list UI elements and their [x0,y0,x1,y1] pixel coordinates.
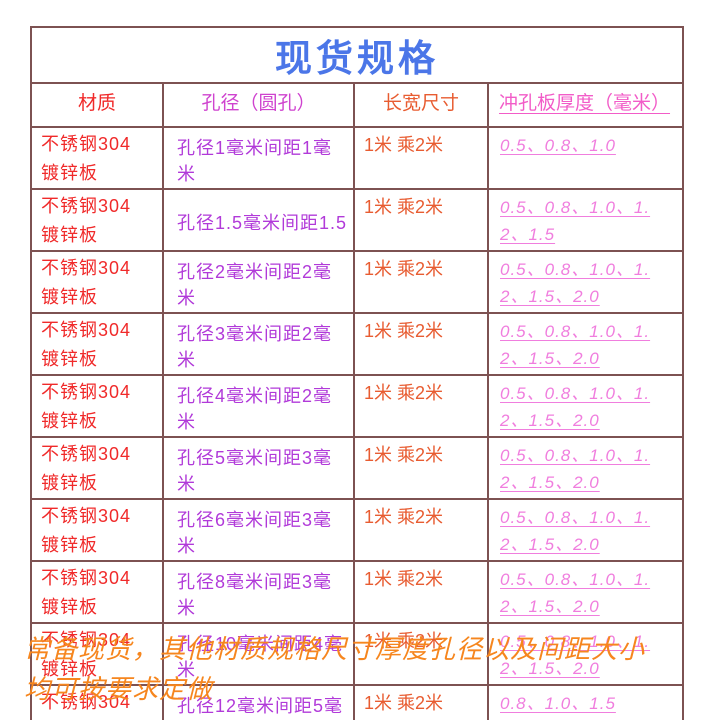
material-cell: 不锈钢304 镀锌板 [30,498,164,562]
material-line-2: 镀锌板 [41,349,98,369]
size-cell: 1米 乘2米 [353,250,489,314]
material-line-1: 不锈钢304 [41,444,132,464]
table-row: 不锈钢304 镀锌板 孔径2毫米间距2毫米 1米 乘2米 0.5、0.8、1.0、1.2… [30,250,684,314]
size-cell: 1米 乘2米 [353,560,489,624]
thickness-cell: 0.5、0.8、1.0 [487,126,684,190]
spec-table-body: 不锈钢304 镀锌板 孔径1毫米间距1毫米 1米 乘2米 0.5、0.8、1.0 不锈钢3… [30,126,684,720]
thickness-cell: 0.5、0.8、1.0、1.2、1.5、2.0 [487,312,684,376]
material-line-1: 不锈钢304 [41,692,132,712]
hole-diameter-cell: 孔径6毫米间距3毫米 [162,498,355,562]
material-line-2: 镀锌板 [41,597,98,617]
material-line-2: 镀锌板 [41,659,98,679]
hole-diameter-cell: 孔径4毫米间距2毫米 [162,374,355,438]
hole-diameter-cell: 孔径8毫米间距3毫米 [162,560,355,624]
size-cell: 1米 乘2米 [353,622,489,686]
table-row: 不锈钢304 镀锌板 孔径3毫米间距2毫米 1米 乘2米 0.5、0.8、1.0、1.2… [30,312,684,376]
material-line-1: 不锈钢304 [41,258,132,278]
size-cell: 1米 乘2米 [353,188,489,252]
hole-diameter-cell: 孔径1.5毫米间距1.5 [162,188,355,252]
size-cell: 1米 乘2米 [353,436,489,500]
column-header-material: 材质 [30,82,164,128]
size-cell: 1米 乘2米 [353,684,489,720]
thickness-cell: 0.5、0.8、1.0、1.2、1.5、2.0 [487,436,684,500]
page-title: 现货规格 [30,26,684,84]
footer-note: 常备现货，其他材质规格尺寸厚度孔径以及间距大小 均可按要求定做 [24,629,714,709]
hole-diameter-cell: 孔径2毫米间距2毫米 [162,250,355,314]
material-cell: 不锈钢304 镀锌板 [30,374,164,438]
material-line-1: 不锈钢304 [41,196,132,216]
header-row: 材质 孔径（圆孔） 长宽尺寸 冲孔板厚度（毫米） [30,82,684,128]
thickness-cell: 0.5、0.8、1.0、1.2、1.5、2.0 [487,498,684,562]
thickness-cell: 0.5、0.8、1.0、1.2、1.5、2.0 [487,622,684,686]
column-header-hole-diameter: 孔径（圆孔） [162,82,355,128]
material-cell: 不锈钢304 镀锌板 [30,436,164,500]
footer-line-1: 常备现货，其他材质规格尺寸厚度孔径以及间距大小 [24,634,646,664]
title-row: 现货规格 [30,26,684,84]
size-cell: 1米 乘2米 [353,312,489,376]
table-row: 不锈钢304 镀锌板 孔径10毫米间距4毫米 1米 乘2米 0.5、0.8、1.0、1.… [30,622,684,686]
table-row: 不锈钢304 镀锌板 孔径5毫米间距3毫米 1米 乘2米 0.5、0.8、1.0、1.2… [30,436,684,500]
hole-diameter-cell: 孔径5毫米间距3毫米 [162,436,355,500]
material-line-2: 镀锌板 [41,163,98,183]
material-cell: 不锈钢304 镀锌板 [30,560,164,624]
material-cell: 不锈钢304 镀锌板 [30,312,164,376]
material-line-2: 镀锌板 [41,287,98,307]
material-line-1: 不锈钢304 [41,630,132,650]
table-row: 不锈钢304 镀锌板 孔径4毫米间距2毫米 1米 乘2米 0.5、0.8、1.0、1.2… [30,374,684,438]
hole-diameter-cell: 孔径10毫米间距4毫米 [162,622,355,686]
thickness-cell: 0.5、0.8、1.0、1.2、1.5、2.0 [487,250,684,314]
material-cell: 不锈钢304 镀锌板 [30,622,164,686]
hole-diameter-cell: 孔径3毫米间距2毫米 [162,312,355,376]
thickness-cell: 0.5、0.8、1.0、1.2、1.5、2.0 [487,560,684,624]
material-line-1: 不锈钢304 [41,134,132,154]
material-line-2: 镀锌板 [41,473,98,493]
material-line-2: 镀锌板 [41,225,98,245]
material-line-1: 不锈钢304 [41,568,132,588]
size-cell: 1米 乘2米 [353,498,489,562]
footer-line-2: 均可按要求定做 [24,674,214,704]
material-line-1: 不锈钢304 [41,320,132,340]
column-header-size: 长宽尺寸 [353,82,489,128]
table-row: 不锈钢304 镀锌板 孔径8毫米间距3毫米 1米 乘2米 0.5、0.8、1.0、1.2… [30,560,684,624]
spec-table: 现货规格 材质 孔径（圆孔） 长宽尺寸 冲孔板厚度（毫米） 不锈钢304 镀锌板孔… [30,26,684,720]
thickness-cell: 0.5、0.8、1.0、1.2、1.5 [487,188,684,252]
material-line-2: 镀锌板 [41,535,98,555]
table-row: 不锈钢304 镀锌板 孔径6毫米间距3毫米 1米 乘2米 0.5、0.8、1.0、1.2… [30,498,684,562]
thickness-cell: 0.5、0.8、1.0、1.2、1.5、2.0 [487,374,684,438]
hole-diameter-cell: 孔径12毫米间距5毫米 [162,684,355,720]
material-line-2: 镀锌板 [41,411,98,431]
hole-diameter-cell: 孔径1毫米间距1毫米 [162,126,355,190]
table-row: 不锈钢304 镀锌板 孔径1.5毫米间距1.5 1米 乘2米 0.5、0.8、1.0、1… [30,188,684,252]
column-header-thickness: 冲孔板厚度（毫米） [487,82,684,128]
material-cell: 不锈钢304 镀锌板 [30,188,164,252]
material-cell: 不锈钢304 镀锌板 [30,250,164,314]
table-row: 不锈钢304 镀锌板 孔径1毫米间距1毫米 1米 乘2米 0.5、0.8、1.0 [30,126,684,190]
material-line-1: 不锈钢304 [41,382,132,402]
thickness-cell: 0.8、1.0、1.5 [487,684,684,720]
size-cell: 1米 乘2米 [353,126,489,190]
material-line-1: 不锈钢304 [41,506,132,526]
material-cell: 不锈钢304 镀锌板 [30,126,164,190]
size-cell: 1米 乘2米 [353,374,489,438]
